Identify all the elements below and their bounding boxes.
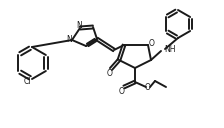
Text: NH: NH bbox=[164, 45, 175, 55]
Text: O: O bbox=[107, 68, 113, 77]
Text: O: O bbox=[145, 83, 151, 92]
Text: O: O bbox=[119, 87, 125, 95]
Text: N: N bbox=[76, 20, 82, 29]
Text: N: N bbox=[66, 35, 72, 44]
Text: Cl: Cl bbox=[23, 77, 31, 87]
Text: O: O bbox=[149, 40, 155, 49]
